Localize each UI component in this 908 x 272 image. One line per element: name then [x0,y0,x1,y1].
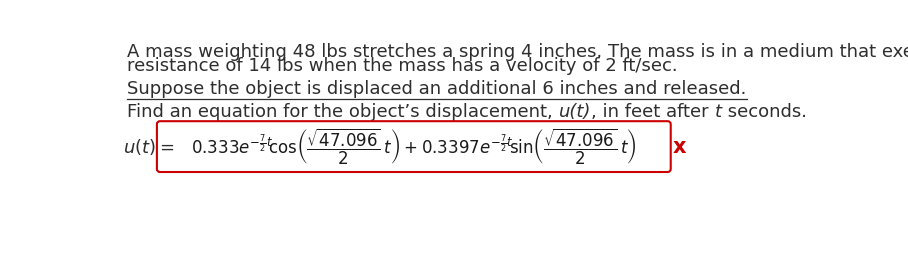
Text: seconds.: seconds. [722,103,806,122]
Text: u(t): u(t) [559,103,591,122]
Text: $0.333e^{-\frac{7}{2}t}\!\cos\!\left(\dfrac{\sqrt{47.096}}{2}\,t\right) + 0.3397: $0.333e^{-\frac{7}{2}t}\!\cos\!\left(\df… [191,126,637,167]
Text: Find an equation for the object’s displacement,: Find an equation for the object’s displa… [127,103,559,122]
Text: $\mathbf{x}$: $\mathbf{x}$ [672,137,687,157]
Text: A mass weighting 48 lbs stretches a spring 4 inches. The mass is in a medium tha: A mass weighting 48 lbs stretches a spri… [127,44,908,61]
Text: , in feet after: , in feet after [591,103,715,122]
Text: Suppose the object is displaced an additional 6 inches and released.: Suppose the object is displaced an addit… [127,81,746,98]
Text: t: t [715,103,722,122]
Text: Suppose the object is displaced an additional 6 inches and released.: Suppose the object is displaced an addit… [127,81,746,98]
FancyBboxPatch shape [157,121,671,172]
Text: resistance of 14 lbs when the mass has a velocity of 2 ft/sec.: resistance of 14 lbs when the mass has a… [127,57,678,75]
Text: $u(t) =$: $u(t) =$ [123,137,174,157]
